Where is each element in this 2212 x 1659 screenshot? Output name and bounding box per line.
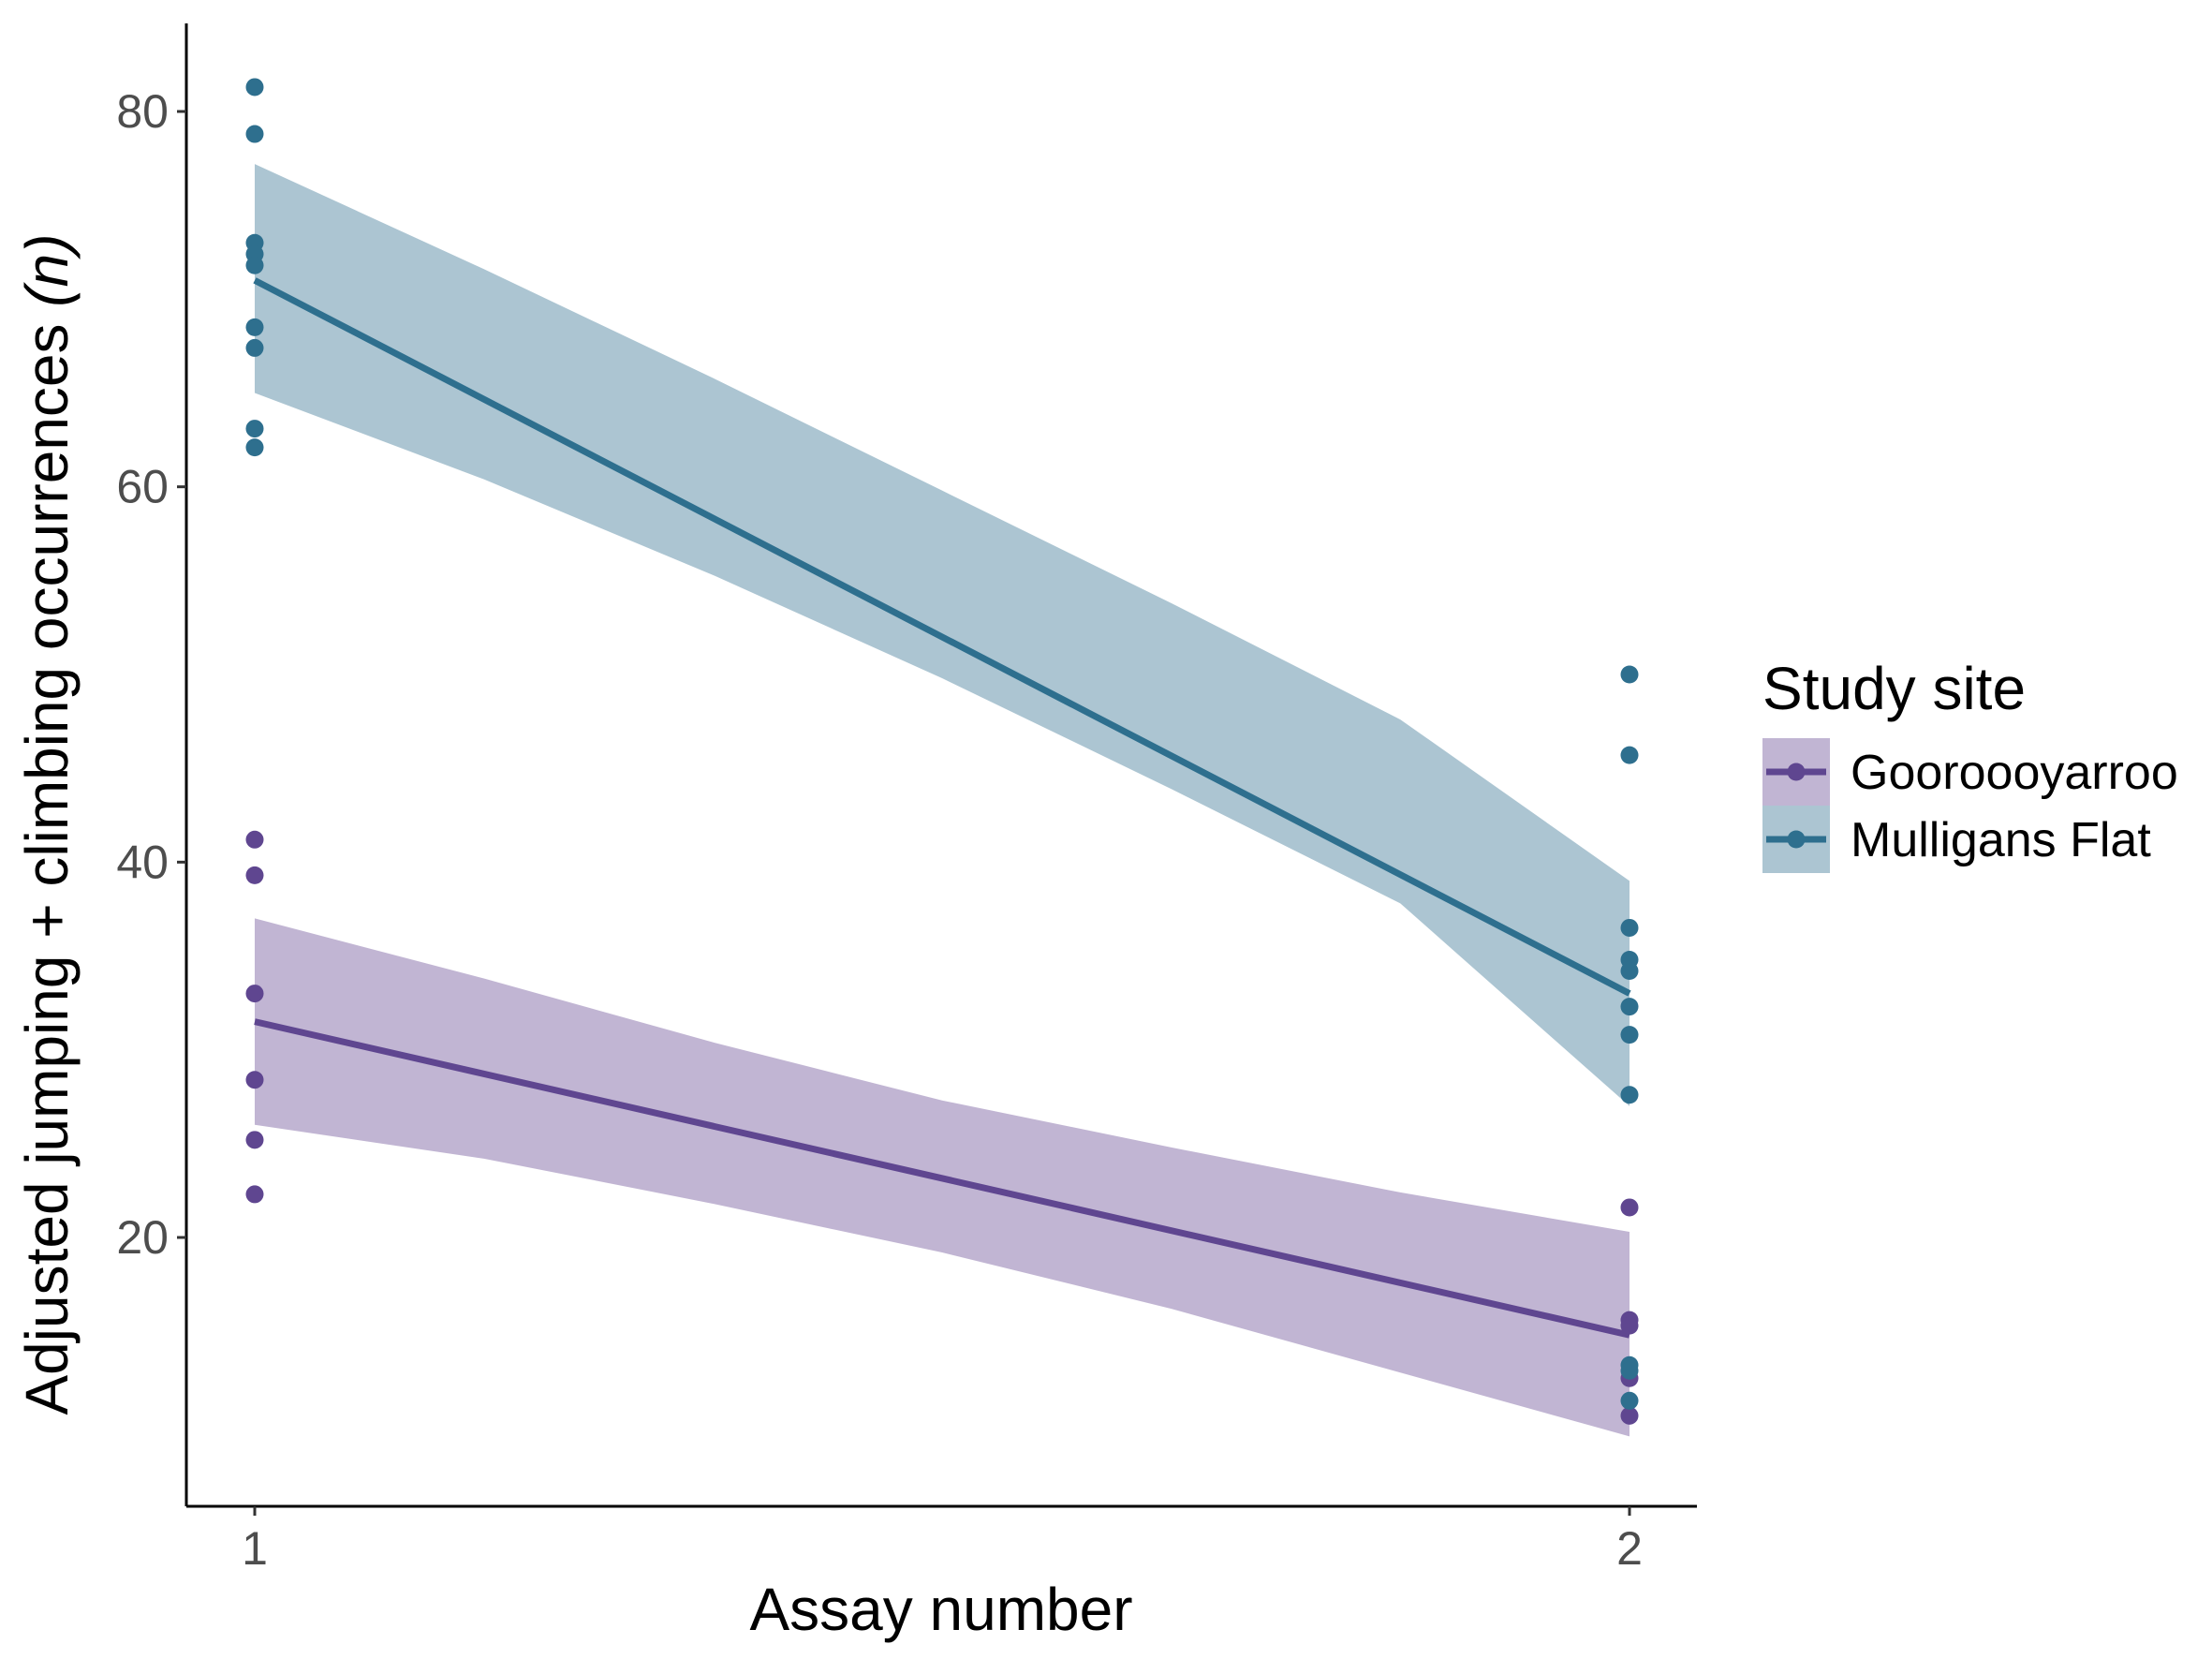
y-axis-title-italic: (n) xyxy=(13,233,81,306)
x-tick-label: 2 xyxy=(1616,1522,1643,1575)
data-point xyxy=(245,438,264,457)
data-point xyxy=(245,866,264,884)
legend-key-point xyxy=(1787,763,1806,781)
data-point xyxy=(1620,1198,1639,1217)
axes xyxy=(184,23,1697,1508)
fit-line-1 xyxy=(253,277,1631,997)
y-axis-title-main: Adjusted jumping + climbing occurrences xyxy=(13,307,81,1415)
data-point xyxy=(1620,1026,1639,1044)
data-point xyxy=(245,78,264,96)
data-point xyxy=(1620,1391,1639,1410)
data-point xyxy=(1620,1361,1639,1380)
legend-item: Gooroooyarroo xyxy=(1762,738,2178,806)
data-point xyxy=(1620,746,1639,764)
data-point xyxy=(245,420,264,438)
legend-label: Mulligans Flat xyxy=(1851,813,2151,867)
data-point xyxy=(245,338,264,357)
legend-label: Gooroooyarroo xyxy=(1851,746,2178,800)
data-point xyxy=(245,830,264,849)
legend-title: Study site xyxy=(1762,655,2026,722)
data-point xyxy=(245,125,264,143)
data-point xyxy=(245,256,264,274)
data-point xyxy=(1620,918,1639,937)
data-point xyxy=(245,985,264,1003)
data-point xyxy=(245,1185,264,1204)
fit-line-0 xyxy=(254,1018,1630,1339)
data-point xyxy=(1620,1316,1639,1335)
data-point xyxy=(1620,998,1639,1016)
y-tick-label: 40 xyxy=(116,836,169,888)
data-point xyxy=(245,318,264,336)
legend-items: Gooroooyarroo Mulligans Flat xyxy=(1762,738,2178,873)
legend-item: Mulligans Flat xyxy=(1762,806,2151,873)
data-point xyxy=(245,1071,264,1089)
x-tick-label: 1 xyxy=(242,1522,268,1575)
data-point xyxy=(245,1131,264,1149)
data-point xyxy=(1620,962,1639,981)
y-tick-label: 20 xyxy=(116,1211,169,1264)
y-tick-label: 60 xyxy=(116,461,169,513)
legend: Study site Gooroooyarroo Mulligans Flat xyxy=(1762,655,2178,873)
x-axis-title: Assay number xyxy=(749,1576,1132,1643)
data-point xyxy=(1620,1086,1639,1104)
y-ticks: 20 40 60 80 xyxy=(116,85,186,1264)
data-point xyxy=(1620,665,1639,684)
y-tick-label: 80 xyxy=(116,85,169,138)
y-axis-title: Adjusted jumping + climbing occurrences … xyxy=(13,233,81,1415)
plot-area xyxy=(245,78,1639,1437)
legend-key-point xyxy=(1787,830,1806,849)
data-point xyxy=(1620,1406,1639,1425)
